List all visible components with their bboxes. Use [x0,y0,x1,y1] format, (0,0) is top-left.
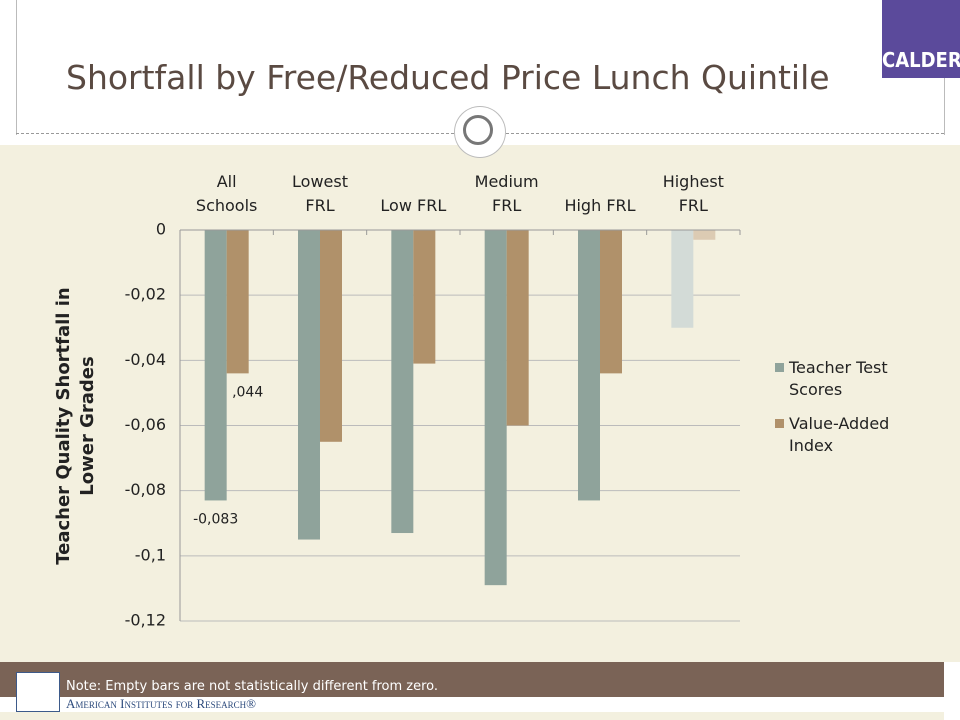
bar [600,230,622,374]
x-tick-label: Low FRL [380,196,447,215]
y-tick-label: -0,06 [125,415,166,434]
legend-label: Teacher Test Scores [789,358,888,399]
calder-logo: CALDER [882,0,960,78]
bar [484,230,507,586]
bar [204,230,227,501]
bar [506,230,529,426]
footer-bar [0,662,944,697]
calder-logo-text: CALDER [882,48,960,72]
bar [391,230,414,534]
legend-label: Value-Added Index [789,414,890,455]
bar [320,230,342,442]
content-background [0,145,960,662]
y-tick-label: -0,02 [125,285,166,304]
y-tick-label: -0,04 [125,350,166,369]
x-tick-label: Highest FRL [662,172,724,215]
bar [578,230,600,501]
divider-circle [455,107,505,157]
x-tick-label: High FRL [564,196,636,215]
data-label: ,044 [232,384,263,400]
x-tick-label: Medium FRL [474,172,539,215]
bar [413,230,436,364]
bar [298,230,320,540]
bottom-strip [0,712,944,720]
frame-line [16,0,17,135]
y-tick-label: -0,12 [125,611,166,630]
bar [226,230,249,374]
frame-line [944,78,945,135]
divider-ring [463,115,493,145]
note: Note: Empty bars are not statistically d… [66,679,439,694]
x-tick-label: All Schools [195,172,258,215]
legend-swatch [775,363,784,372]
y-tick-label: -0,08 [125,480,166,499]
air-logo-text: American Institutes for Research® [66,696,257,711]
y-tick-label: 0 [156,220,166,239]
bar [671,230,694,328]
air-logo-icon [16,672,60,712]
bar [693,230,716,240]
slide-title: Shortfall by Free/Reduced Price Lunch Qu… [66,58,830,97]
x-tick-label: Lowest FRL [292,172,348,215]
y-tick-label: -0,1 [135,545,166,564]
y-axis-title: Teacher Quality Shortfall in Lower Grade… [53,287,98,565]
data-label: -0,083 [193,511,238,527]
legend-swatch [775,419,784,428]
